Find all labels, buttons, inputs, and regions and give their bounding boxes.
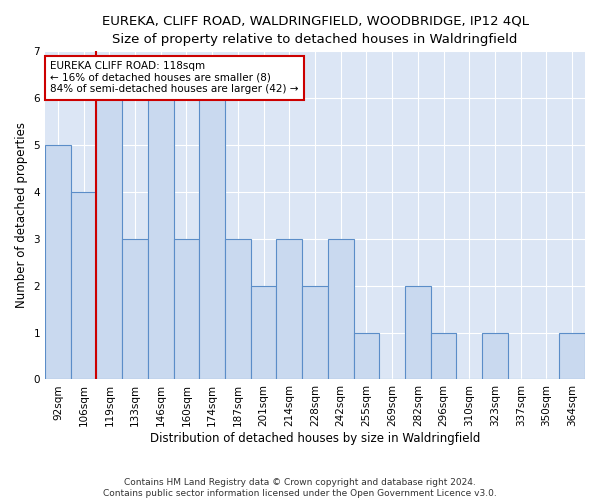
Bar <box>251 286 277 380</box>
Bar <box>353 332 379 380</box>
Bar <box>328 239 353 380</box>
Bar <box>71 192 97 380</box>
Text: Contains HM Land Registry data © Crown copyright and database right 2024.
Contai: Contains HM Land Registry data © Crown c… <box>103 478 497 498</box>
Bar <box>148 98 173 380</box>
Bar <box>199 98 225 380</box>
Bar <box>431 332 457 380</box>
Bar <box>277 239 302 380</box>
Bar <box>173 239 199 380</box>
Bar <box>405 286 431 380</box>
Bar <box>482 332 508 380</box>
X-axis label: Distribution of detached houses by size in Waldringfield: Distribution of detached houses by size … <box>150 432 480 445</box>
Bar <box>225 239 251 380</box>
Bar <box>122 239 148 380</box>
Bar <box>97 98 122 380</box>
Bar <box>45 145 71 380</box>
Bar <box>302 286 328 380</box>
Y-axis label: Number of detached properties: Number of detached properties <box>15 122 28 308</box>
Text: EUREKA CLIFF ROAD: 118sqm
← 16% of detached houses are smaller (8)
84% of semi-d: EUREKA CLIFF ROAD: 118sqm ← 16% of detac… <box>50 61 299 94</box>
Bar <box>559 332 585 380</box>
Title: EUREKA, CLIFF ROAD, WALDRINGFIELD, WOODBRIDGE, IP12 4QL
Size of property relativ: EUREKA, CLIFF ROAD, WALDRINGFIELD, WOODB… <box>101 15 529 46</box>
